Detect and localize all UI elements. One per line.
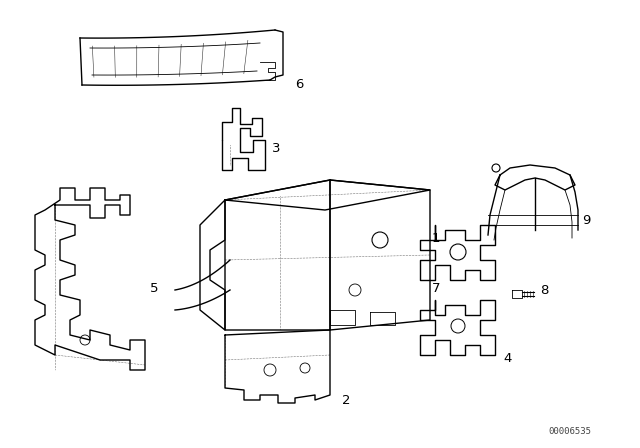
Text: 8: 8 [540, 284, 548, 297]
Text: 7: 7 [432, 281, 440, 294]
Text: 3: 3 [272, 142, 280, 155]
Text: 6: 6 [295, 78, 303, 91]
Text: 2: 2 [342, 393, 351, 406]
Text: 00006535: 00006535 [548, 427, 591, 436]
Text: 5: 5 [150, 281, 159, 294]
Text: 1: 1 [432, 232, 440, 245]
Text: 9: 9 [582, 214, 590, 227]
Text: 4: 4 [503, 352, 511, 365]
